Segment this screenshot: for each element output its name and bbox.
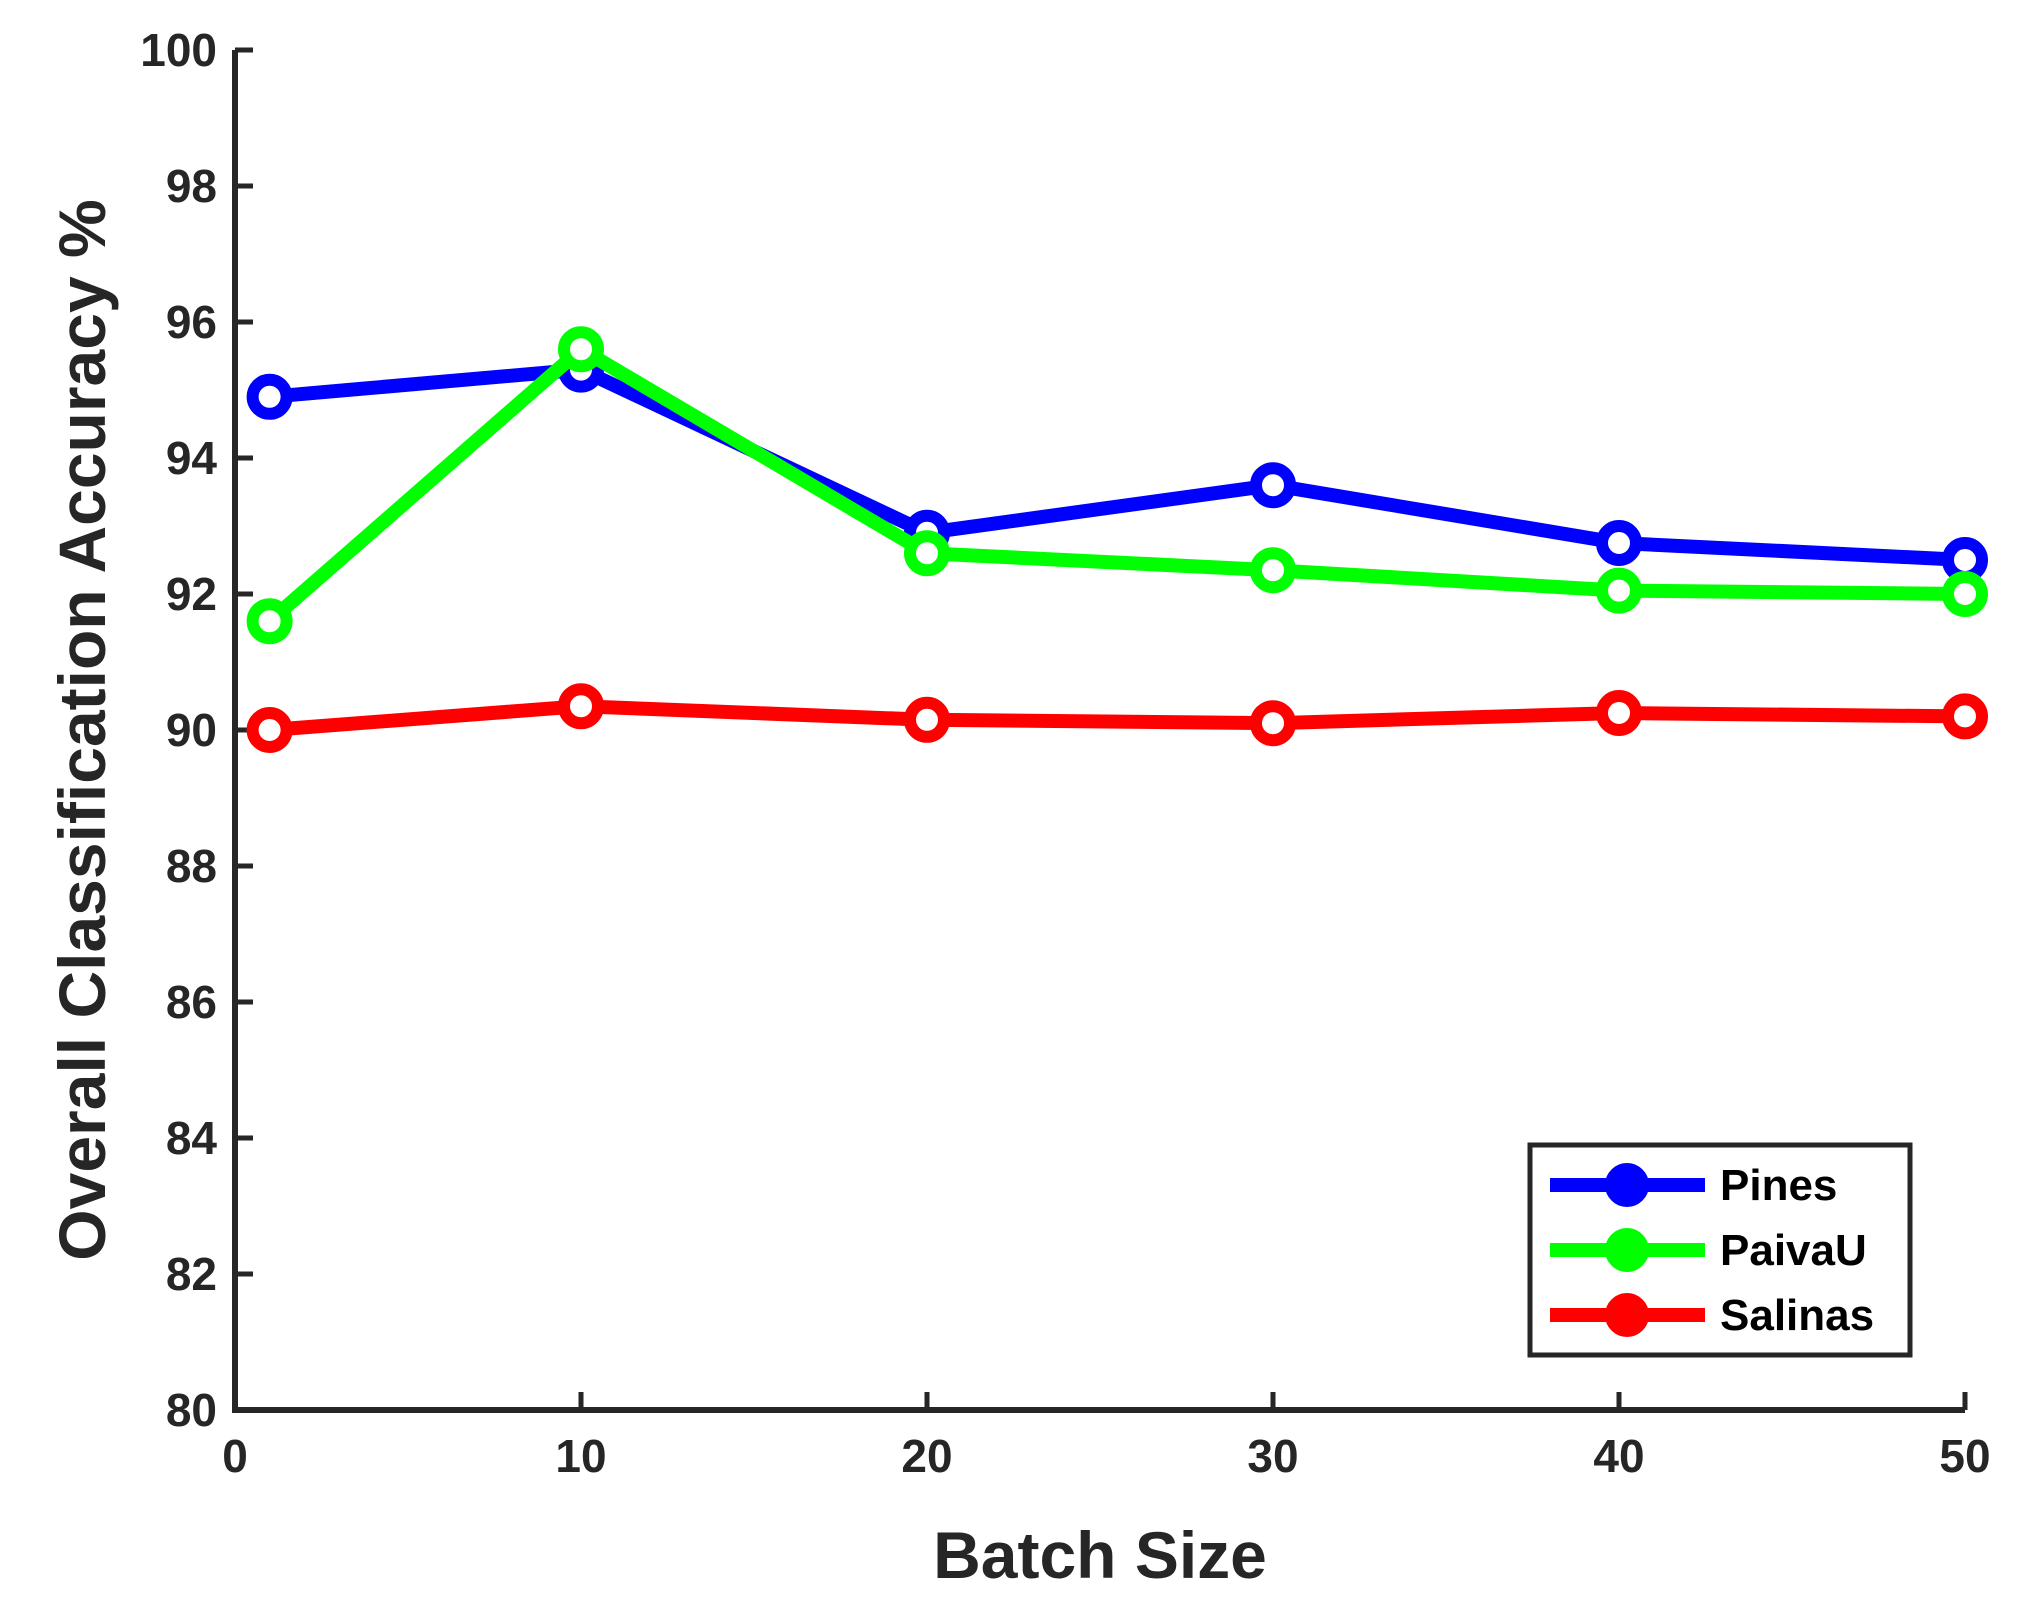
series-line [264,342,1966,627]
series-line [268,362,1966,567]
data-point [1596,567,1642,614]
legend-item-pines: Pines [1550,1161,1837,1210]
y-tick-label: 96 [166,296,217,348]
legend-item-salinas: Salinas [1550,1291,1874,1340]
y-tick-label: 90 [166,704,217,756]
y-tick-label: 84 [166,1112,218,1164]
data-point [1250,547,1296,594]
y-tick-label: 86 [166,976,217,1028]
x-axis-title: Batch Size [933,1518,1267,1592]
series-salinas [246,683,1988,753]
data-point [1596,690,1642,736]
legend-marker [1605,1228,1649,1272]
plot-series [246,326,1988,753]
data-point [1250,700,1296,747]
data-point [1596,520,1642,566]
legend-marker [1605,1163,1649,1207]
series-line [269,699,1966,737]
legend-marker [1605,1293,1649,1337]
x-tick-label: 20 [901,1430,952,1482]
data-point [904,530,950,577]
y-tick-label: 92 [166,568,217,620]
legend-label: Salinas [1720,1291,1874,1340]
legend-label: Pines [1720,1161,1837,1210]
legend-label: PaivaU [1720,1226,1867,1275]
data-point [1250,462,1296,509]
x-tick-label: 50 [1939,1430,1990,1482]
x-tick-label: 0 [222,1430,248,1482]
data-point [246,598,293,645]
y-tick-label: 100 [140,24,217,76]
x-tick-label: 10 [555,1430,606,1482]
legend-item-paivau: PaivaU [1550,1226,1867,1275]
x-tick-label: 40 [1593,1430,1644,1482]
data-point [904,696,950,743]
legend: Pines PaivaU Salinas [1527,1142,1913,1358]
data-point [1942,571,1988,617]
y-tick-label: 98 [166,160,217,212]
y-tick-label: 80 [166,1384,217,1436]
data-point [246,373,293,420]
series-paivau [246,326,1988,645]
data-point [558,683,604,730]
y-tick-label: 82 [166,1248,217,1300]
axes-lines [232,50,1965,1413]
data-point [558,326,604,373]
data-point [1942,693,1988,740]
y-axis-ticks: 80 82 84 86 88 90 92 94 96 98 100 [140,24,253,1436]
x-tick-label: 30 [1247,1430,1298,1482]
y-tick-label: 88 [166,840,217,892]
data-point [246,707,293,753]
y-axis-title: Overall Classification Accuracy % [45,199,119,1260]
y-tick-label: 94 [166,432,218,484]
